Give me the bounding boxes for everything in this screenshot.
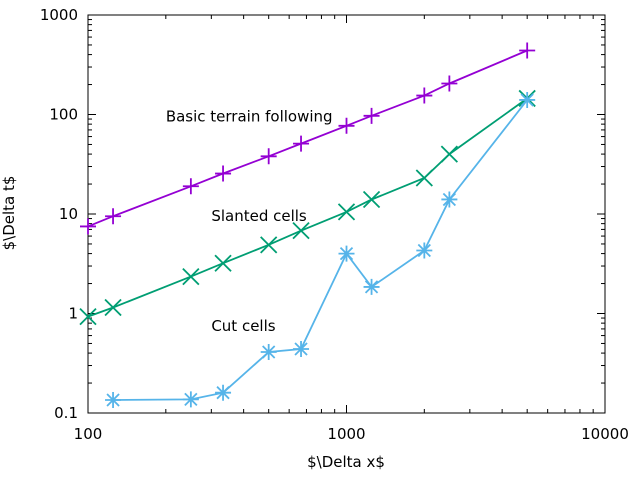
data-point — [260, 148, 277, 165]
data-point — [260, 236, 278, 254]
data-point — [105, 208, 122, 225]
y-tick-label: 10 — [59, 205, 78, 223]
series-label: Basic terrain following — [166, 108, 333, 126]
data-point — [519, 91, 536, 108]
data-point — [292, 222, 310, 240]
data-point — [337, 203, 356, 221]
data-point — [362, 190, 381, 209]
series-2: Slanted cells — [79, 89, 536, 326]
plot-border — [87, 14, 606, 414]
series-1: Basic terrain following — [80, 42, 536, 235]
series-line — [87, 49, 528, 228]
series-3: Cut cells — [105, 91, 536, 409]
data-point — [105, 392, 122, 409]
data-point — [441, 191, 458, 208]
series-layer: Basic terrain following Slanted cells Cut … — [79, 42, 536, 409]
data-point — [293, 135, 310, 152]
y-tick-label: 0.1 — [54, 404, 78, 422]
data-point — [440, 145, 459, 163]
data-point — [293, 340, 310, 357]
data-point — [182, 178, 199, 195]
y-axis-label: $\Delta t$ — [0, 176, 18, 251]
y-tick-label: 1000 — [40, 6, 78, 24]
data-point — [182, 267, 200, 286]
data-point — [79, 307, 97, 326]
series-line — [87, 97, 528, 318]
data-point — [214, 254, 232, 272]
data-point — [519, 42, 536, 59]
data-point — [416, 242, 433, 259]
data-point — [363, 278, 380, 295]
data-point — [215, 165, 232, 182]
y-tick-label: 100 — [49, 106, 78, 124]
x-tick-label: 10000 — [581, 425, 629, 443]
data-point — [441, 75, 458, 92]
data-point — [260, 344, 277, 361]
data-point — [215, 384, 232, 401]
x-tick-label: 1000 — [327, 425, 365, 443]
x-axis-label: $\Delta x$ — [307, 453, 385, 471]
series-label: Slanted cells — [211, 207, 307, 225]
data-point — [416, 87, 433, 104]
data-point — [80, 218, 96, 235]
series-line — [113, 99, 528, 401]
series-label: Cut cells — [211, 317, 275, 335]
data-point — [363, 107, 380, 124]
data-point — [104, 298, 122, 317]
data-point — [338, 245, 355, 262]
data-point — [182, 391, 199, 408]
data-point — [338, 117, 355, 134]
x-tick-label: 100 — [74, 425, 103, 443]
y-tick-label: 1 — [68, 305, 78, 323]
data-point — [415, 169, 433, 187]
axes: 100 1000 10000 0.1 1 10 100 1000 — [40, 6, 629, 443]
